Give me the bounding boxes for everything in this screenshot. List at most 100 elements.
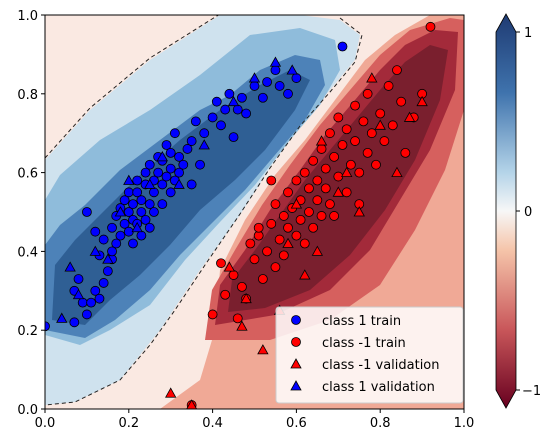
point-class--1-train — [320, 163, 331, 174]
legend-entry-class-minus1-validation: class -1 validation — [290, 358, 440, 373]
point-class-1-validation — [72, 288, 85, 300]
point-class-1-train — [174, 167, 184, 178]
point-class-1-train — [182, 144, 193, 154]
legend-label: class -1 train — [322, 336, 406, 351]
colorbar-tick-label: 0 — [524, 205, 532, 220]
point-class-1-train — [94, 293, 105, 304]
point-class--1-train — [274, 234, 285, 245]
point-class-1-validation — [102, 253, 114, 264]
legend-marker-blue-triangle — [290, 380, 302, 391]
point-class-1-train — [224, 88, 235, 99]
point-class-1-train — [220, 104, 231, 115]
point-class--1-train — [278, 250, 289, 261]
point-class--1-validation — [366, 72, 378, 83]
point-class-1-train — [144, 222, 155, 233]
colorbar-bar — [495, 13, 517, 409]
point-class--1-validation — [299, 269, 311, 280]
legend-entry-class-minus1-train: class -1 train — [291, 336, 406, 351]
point-class-1-train — [45, 321, 50, 332]
point-class--1-train — [366, 128, 377, 139]
point-class--1-validation — [290, 198, 303, 209]
point-class--1-validation — [186, 399, 198, 409]
point-class--1-train — [387, 120, 398, 131]
point-class--1-train — [262, 246, 272, 257]
point-class--1-train — [266, 175, 277, 186]
point-class-1-train — [136, 207, 147, 217]
point-class-1-train — [161, 171, 172, 182]
point-class--1-train — [341, 187, 352, 198]
point-class-1-train — [123, 207, 134, 217]
point-class-1-train — [102, 266, 113, 277]
point-class-1-train — [144, 159, 155, 170]
point-class-1-validation — [64, 261, 76, 272]
point-class-1-train — [90, 226, 101, 237]
point-class-1-train — [274, 81, 285, 91]
point-class-1-train — [232, 104, 243, 115]
zero-contour-upper — [45, 15, 220, 159]
point-class-1-train — [157, 179, 168, 190]
point-class-1-validation — [89, 245, 101, 256]
point-class--1-train — [325, 128, 335, 139]
point-class-1-train — [82, 309, 92, 320]
point-class-1-validation — [114, 206, 127, 217]
point-class--1-train — [341, 124, 352, 135]
point-class--1-train — [245, 238, 256, 249]
x-tick-label: 0.4 — [202, 416, 223, 431]
point-class-1-train — [190, 116, 201, 127]
point-class--1-validation — [240, 292, 252, 304]
point-class--1-train — [291, 175, 302, 186]
legend-label: class 1 validation — [322, 380, 435, 395]
point-class--1-validation — [374, 119, 386, 130]
point-class--1-train — [270, 199, 281, 210]
point-class-1-train — [174, 151, 184, 162]
point-class--1-train — [358, 116, 369, 127]
point-class--1-train — [371, 159, 381, 170]
point-class-1-train — [90, 285, 101, 296]
point-class--1-train — [425, 21, 436, 32]
point-class-1-train — [186, 136, 197, 146]
point-class-1-train — [249, 81, 260, 91]
point-class--1-train — [237, 281, 247, 292]
legend-marker-blue-circle — [291, 315, 301, 325]
point-class--1-train — [253, 222, 264, 233]
point-class--1-train — [283, 187, 293, 198]
markers-layer — [45, 21, 436, 409]
point-class--1-train — [333, 112, 344, 123]
point-class--1-train — [362, 147, 373, 158]
point-class-1-train — [69, 317, 80, 328]
x-tick-label: 1.0 — [454, 416, 475, 431]
point-class-1-train — [228, 132, 239, 143]
x-tick-label: 0.8 — [370, 416, 391, 431]
point-class--1-validation — [223, 261, 236, 272]
point-class--1-validation — [416, 95, 428, 107]
x-tick-label: 0.6 — [286, 416, 307, 431]
point-class-1-validation — [198, 139, 210, 150]
point-class--1-validation — [353, 206, 365, 217]
point-class-1-train — [82, 207, 92, 217]
point-class-1-validation — [156, 151, 168, 162]
point-class-1-train — [241, 108, 252, 119]
point-class-1-train — [165, 163, 176, 174]
point-class-1-train — [77, 297, 88, 308]
point-class-1-train — [132, 175, 143, 186]
y-tick-label: 0.8 — [17, 88, 38, 103]
point-class-1-train — [107, 222, 117, 233]
point-class--1-train — [304, 207, 314, 217]
point-class-1-validation — [269, 56, 282, 67]
point-class--1-train — [350, 100, 360, 111]
point-class--1-train — [283, 222, 293, 233]
point-class--1-train — [316, 144, 327, 154]
point-class--1-train — [312, 175, 323, 186]
point-class--1-train — [228, 270, 239, 280]
point-class-1-validation — [123, 174, 135, 185]
point-class--1-train — [316, 211, 327, 221]
point-class-1-train — [140, 167, 151, 178]
point-class--1-validation — [236, 320, 248, 331]
point-class-1-train — [186, 179, 197, 190]
point-class-1-train — [153, 167, 164, 178]
point-class-1-train — [136, 195, 147, 206]
point-class-1-train — [111, 238, 122, 249]
point-class--1-validation — [311, 245, 324, 256]
point-class--1-validation — [315, 135, 328, 146]
point-class--1-validation — [391, 166, 403, 178]
